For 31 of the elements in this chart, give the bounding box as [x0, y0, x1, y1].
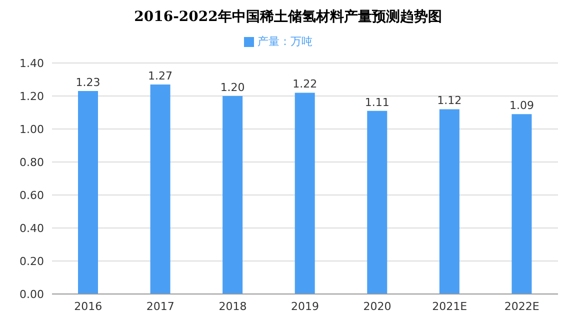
bar: [222, 96, 243, 294]
y-tick-label: 1.20: [20, 90, 44, 103]
x-tick-label: 2018: [218, 300, 247, 313]
bar: [294, 92, 315, 294]
y-tick-label: 0.80: [20, 156, 44, 169]
bar: [150, 84, 170, 294]
data-label: 1.23: [76, 76, 100, 90]
y-tick-label: 1.40: [20, 56, 44, 70]
data-label: 1.27: [148, 69, 173, 82]
y-tick-label: 0.00: [20, 288, 44, 301]
x-tick-label: 2017: [146, 300, 174, 313]
data-label: 1.20: [220, 81, 245, 94]
data-label: 1.22: [292, 78, 318, 91]
x-tick-label: 2019: [291, 300, 319, 313]
y-tick-label: 1.00: [20, 122, 44, 136]
data-label: 1.11: [364, 96, 390, 109]
y-tick-label: 0.40: [20, 222, 44, 235]
legend-label: 产量：万吨: [258, 35, 312, 48]
y-tick-label: 0.60: [20, 188, 44, 202]
x-tick-label: 2020: [363, 300, 392, 313]
bar: [78, 91, 98, 294]
chart-title: 2016-2022年中国稀土储氢材料产量预测趋势图: [133, 8, 443, 27]
bar: [367, 110, 388, 294]
y-tick-label: 0.20: [20, 254, 44, 268]
data-label: 1.09: [509, 99, 534, 112]
x-tick-label: 2022E: [504, 300, 540, 313]
x-tick-label: 2016: [74, 300, 102, 313]
data-label: 1.12: [437, 94, 462, 108]
bar: [439, 109, 460, 294]
x-tick-label: 2021E: [432, 300, 468, 313]
bar: [512, 114, 532, 294]
